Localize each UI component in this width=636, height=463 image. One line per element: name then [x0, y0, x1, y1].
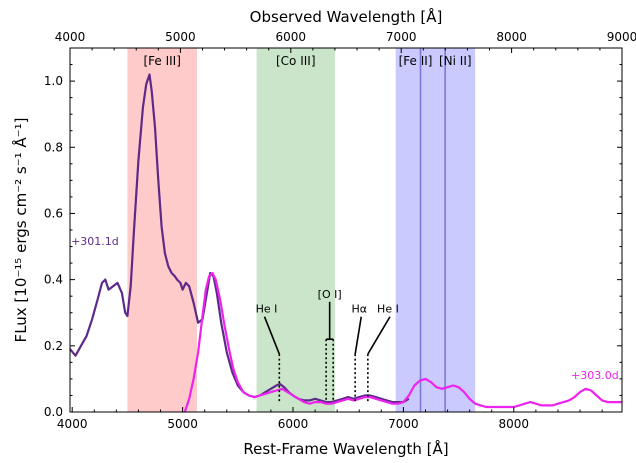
shaded-bands [127, 48, 476, 412]
line-id-label-2: Hα [351, 303, 367, 316]
line-id-connector-0 [263, 316, 281, 355]
band-label-1: [Co III] [276, 54, 316, 68]
axis-ticks [69, 48, 623, 413]
y-tick-label-5: 1.0 [44, 74, 63, 88]
epoch-label-0: +301.1d [71, 235, 119, 248]
band-3 [435, 48, 476, 412]
line-id-label-3: He I [377, 303, 399, 316]
band-label-3: [Ni II] [439, 54, 472, 68]
band-1 [256, 48, 335, 412]
x-tick-label-3: 7000 [388, 417, 419, 431]
x2-tick-label-1: 5000 [165, 30, 196, 44]
band-2 [395, 48, 436, 412]
x2-tick-label-3: 7000 [386, 30, 417, 44]
band-label-2: [Fe II] [399, 54, 433, 68]
axis-tick-labels: 4000 5000 6000 7000 8000 4000 5000 6000 7000 8000… [44, 30, 636, 431]
y-axis-title: FLux [10⁻¹⁵ ergs cm⁻² s⁻¹ Å⁻¹] [11, 118, 30, 343]
line-id-label-1: [O I] [318, 288, 342, 301]
band-reference-lines [419, 48, 446, 412]
series-line-1 [183, 271, 622, 413]
series-line-0 [69, 73, 410, 404]
line-id-label-0: He I [256, 303, 278, 316]
x-tick-label-0: 4000 [57, 417, 88, 431]
x-tick-label-4: 8000 [499, 417, 530, 431]
y-tick-label-3: 0.6 [44, 206, 63, 220]
x2-tick-label-5: 9000 [607, 30, 636, 44]
line-identifications: He I [O I] Hα He I [256, 288, 399, 403]
x-tick-label-1: 5000 [167, 417, 198, 431]
x2-axis-title: Observed Wavelength [Å] [250, 7, 443, 26]
line-id-connector-2 [354, 316, 363, 355]
x-axis-title: Rest-Frame Wavelength [Å] [243, 439, 448, 458]
x-tick-label-2: 6000 [278, 417, 309, 431]
x2-tick-label-0: 4000 [55, 30, 86, 44]
y-tick-label-1: 0.2 [44, 339, 63, 353]
band-labels: [Fe III] [Co III] [Fe II] [Ni II] [143, 54, 471, 68]
y-tick-label-2: 0.4 [44, 273, 63, 287]
epoch-labels: +301.1d +303.0d [71, 235, 619, 382]
x2-tick-label-4: 8000 [496, 30, 527, 44]
line-id-connector-3 [367, 316, 391, 355]
y-tick-label-4: 0.8 [44, 140, 63, 154]
x2-tick-label-2: 6000 [276, 30, 307, 44]
spectrum-series [69, 73, 622, 413]
band-label-0: [Fe III] [143, 54, 180, 68]
y-tick-label-0: 0.0 [44, 405, 63, 419]
epoch-label-1: +303.0d [571, 369, 619, 382]
